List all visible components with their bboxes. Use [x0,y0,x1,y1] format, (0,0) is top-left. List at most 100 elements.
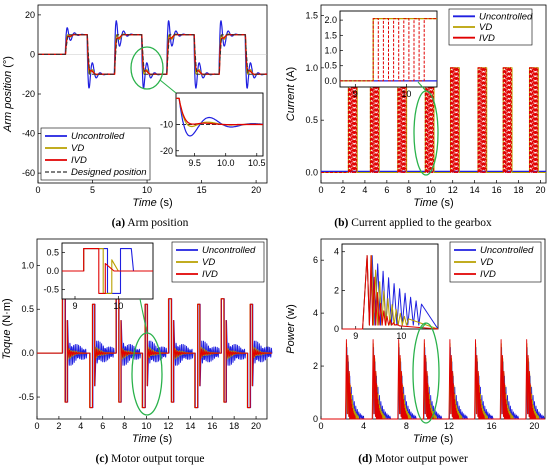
torque-xtick-label: 2 [56,421,61,431]
power-inset-ivd [342,255,439,330]
arm-xtick-label: 5 [90,185,95,195]
power-xtick-label: 16 [487,421,497,431]
current-frame [320,4,547,184]
torque-ylabel: Toque (N·m) [1,298,13,359]
current-ivd-pulse [450,67,460,173]
torque-xlabel-unit: (s) [156,433,172,445]
torque-ylabel-text: Toque [1,329,13,359]
current-xtick-label: 8 [406,185,411,195]
current-xtick-label: 10 [426,185,436,195]
power-inset-xtick-label: 10 [396,331,406,341]
torque-highlight-connector [139,298,148,334]
torque-frame [36,238,268,420]
arm-xtick-label: 0 [35,185,40,195]
current-ivd-pulse [369,67,379,173]
power-caption-letter: (d) [358,453,372,465]
current-ivd-pulse [397,67,407,173]
power-xtick-label: 8 [404,421,409,431]
torque-inset-ytick-label: -0.5 [43,285,59,295]
power-inset-ytick-label: 2 [334,285,339,295]
torque-xtick-label: 16 [207,421,217,431]
torque-ytick-label: 0.5 [21,304,34,314]
arm-inset-xtick-label: 10.0 [217,158,235,168]
power-xlabel: Time (s) [413,433,453,445]
power-legend-entry: IVD [480,269,496,280]
current-ivd-pulse [424,67,434,173]
current-xtick-label: 0 [318,185,323,195]
power-xlabel-text: Time [413,433,437,445]
torque-caption: (c) Motor output torque [96,453,205,465]
current-inset-ytick-label: 0.0 [324,76,337,86]
current-caption: (b) Current applied to the gearbox [334,217,492,229]
current-ylabel: Current (A) [285,67,297,121]
arm-ytick-label: -60 [22,168,35,178]
current-xlabel: Time (s) [413,197,453,209]
torque-inset-ytick-label: 0.0 [46,266,59,276]
power-ivd-line [321,339,545,420]
torque-uncontrolled-line [37,298,273,409]
torque-legend-entry: Uncontrolled [202,245,256,256]
power-inset-frame [341,243,439,330]
torque-legend-entry: VD [202,257,215,268]
current-ylabel-unit: (A) [285,67,297,85]
current-caption-text: Current applied to the gearbox [348,217,492,229]
current-legend-entry: IVD [479,33,495,44]
torque-xlabel: Time (s) [132,433,172,445]
torque-xtick-label: 12 [163,421,173,431]
arm-inset-xtick-label: 10.5 [248,158,266,168]
power-ytick-label: 4 [313,308,318,318]
torque-ivd-line [37,298,273,409]
torque-xtick-label: 18 [229,421,239,431]
current-ytick-label: 0.5 [305,115,318,125]
arm-inset-ytick-label: -20 [160,146,173,156]
power-inset-frame [341,243,439,330]
power-ytick-label: 2 [313,361,318,371]
current-ivd-pulse [529,67,539,173]
torque-axes: 0 2 4 6 8 10 12 14 16 18 20 1.0 0.5 0.0 -0.5 Time (s) To… [1,238,268,445]
current-ytick-label: 1.0 [305,63,318,73]
torque-ytick-label: 0.0 [21,348,34,358]
arm-caption: (a) Arm position [112,217,189,229]
current-ivd-pulse [502,67,512,173]
power-uncontrolled-line [321,347,545,420]
current-xtick-label: 14 [470,185,480,195]
current-ylabel-text: Current [285,84,297,122]
current-inset-xtick-label: 10 [401,89,411,99]
power-ylabel-unit: (w) [285,304,297,322]
arm-legend-entry: Designed position [71,167,147,178]
current-xtick-label: 4 [362,185,367,195]
arm-legend-entry: Uncontrolled [71,131,125,142]
current-ivd-pulse [477,67,487,173]
torque-xtick-label: 14 [185,421,195,431]
arm-caption-letter: (a) [112,217,126,229]
current-inset-ytick-label: 2.0 [324,15,337,25]
power-xlabel-unit: (s) [437,433,453,445]
arm-designed-line [38,34,267,75]
current-inset-ivd [340,18,437,82]
torque-ytick-label: -0.5 [18,392,34,402]
current-xtick-label: 12 [448,185,458,195]
torque-ylabel-unit: (N·m) [1,298,13,329]
arm-xtick-label: 15 [197,185,207,195]
torque-xtick-label: 10 [142,421,152,431]
torque-xtick-label: 8 [122,421,127,431]
current-ivd-pulse [347,67,358,173]
torque-xtick-label: 6 [100,421,105,431]
arm-xlabel-text: Time [132,197,156,209]
arm-ytick-label: -20 [22,89,35,99]
torque-xtick-label: 20 [251,421,261,431]
power-ytick-label: 0 [313,414,318,424]
current-ytick-label: 1.5 [305,10,318,20]
current-inset-xtick-label: 9 [353,89,358,99]
arm-highlight-ellipse [130,46,164,90]
current-xlabel-text: Time [413,197,437,209]
power-ylabel-text: Power [285,321,297,354]
arm-ytick-label: 0 [30,49,35,59]
arm-inset-ivd [176,97,263,126]
arm-ytick-label: 20 [25,10,35,20]
power-legend-entry: VD [480,257,493,268]
